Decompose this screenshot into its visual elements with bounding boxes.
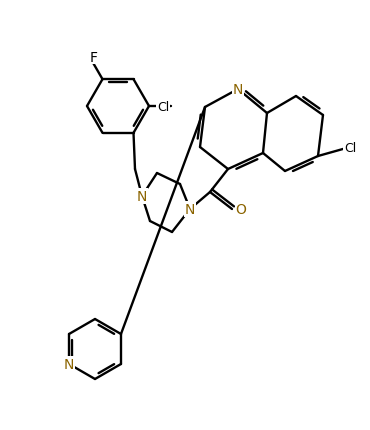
Text: N: N <box>233 83 243 97</box>
Text: O: O <box>236 203 246 216</box>
Text: N: N <box>64 357 74 371</box>
Text: Cl: Cl <box>344 141 356 154</box>
Text: F: F <box>90 50 98 64</box>
Text: N: N <box>185 203 195 216</box>
Text: N: N <box>137 190 147 203</box>
Text: Cl: Cl <box>157 100 169 113</box>
